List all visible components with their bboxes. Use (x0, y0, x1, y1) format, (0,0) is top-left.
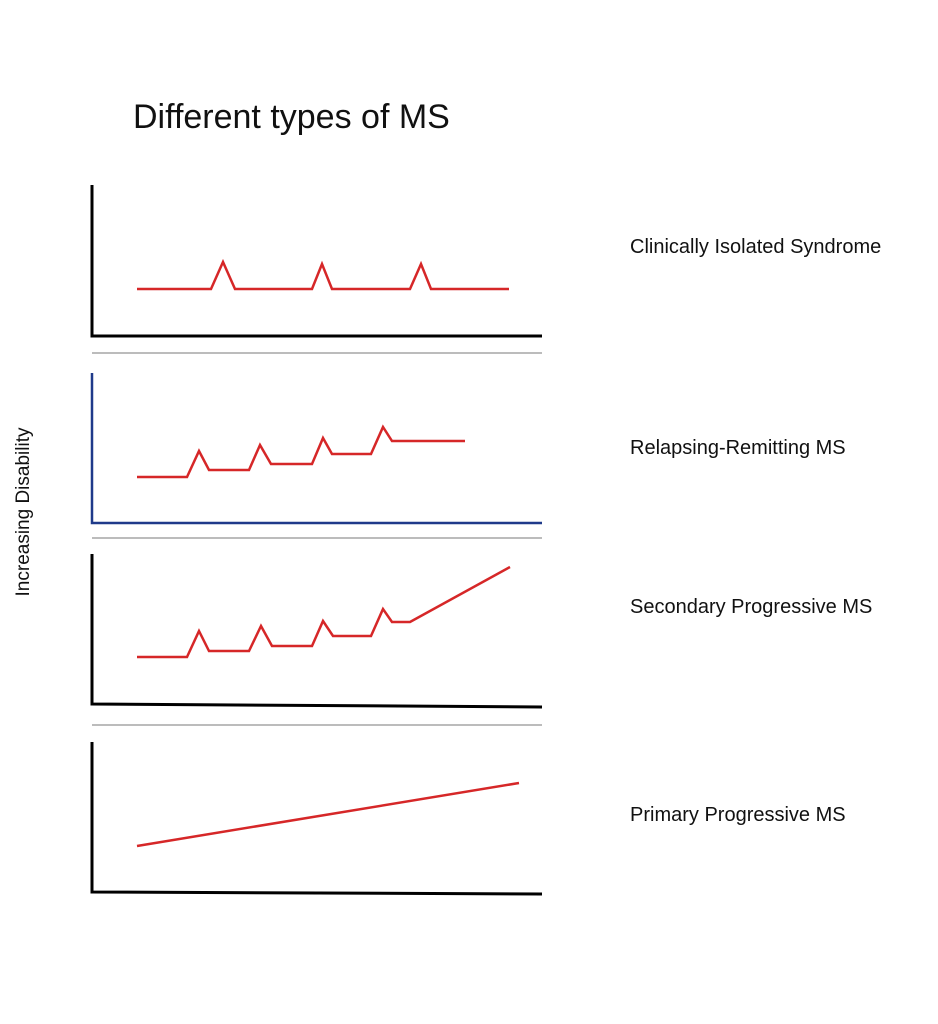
diagram-title: Different types of MS (133, 98, 450, 136)
trace-rrms (137, 424, 465, 479)
axes-cis (90, 185, 542, 338)
panel-rrms (90, 373, 542, 525)
panel-label-ppms: Primary Progressive MS (630, 804, 846, 826)
trace-cis (137, 258, 509, 291)
axes-ppms (90, 742, 543, 896)
panel-cis (90, 185, 542, 338)
panel-label-spms: Secondary Progressive MS (630, 596, 873, 618)
trace-spms (137, 565, 511, 659)
panel-spms (90, 554, 543, 709)
axes-rrms (90, 373, 542, 525)
panel-label-rrms: Relapsing-Remitting MS (630, 437, 846, 459)
axes-spms (90, 554, 543, 709)
trace-ppms (136, 781, 520, 848)
panel-label-cis: Clinically Isolated Syndrome (630, 236, 882, 258)
panel-ppms (90, 742, 543, 896)
